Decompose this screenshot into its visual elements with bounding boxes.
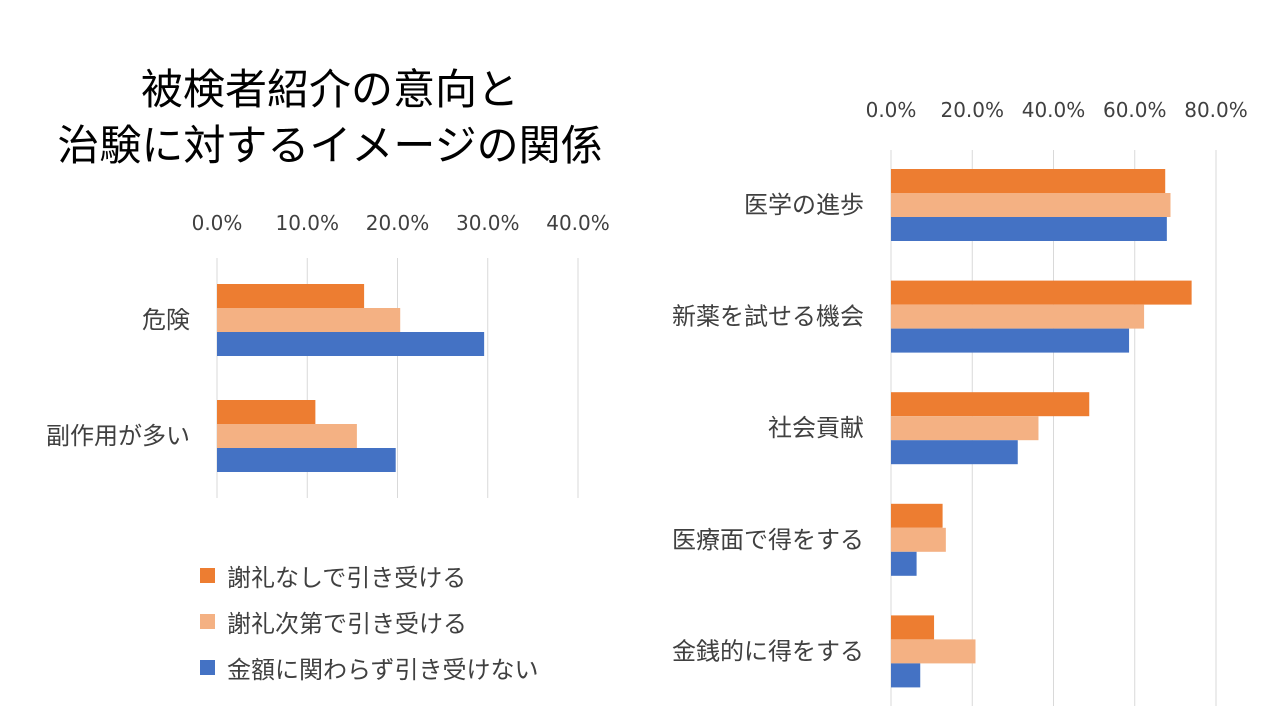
category-label: 医療面で得をする bbox=[672, 526, 864, 554]
bar bbox=[891, 663, 921, 688]
bar bbox=[891, 551, 917, 576]
bar bbox=[891, 503, 943, 528]
legend-label: 謝礼なしで引き受ける bbox=[227, 563, 467, 592]
category-label: 金銭的に得をする bbox=[672, 637, 864, 665]
bar bbox=[891, 392, 1090, 417]
bar bbox=[891, 328, 1130, 353]
legend-label: 金額に関わらず引き受けない bbox=[227, 655, 539, 684]
tick-label: 20.0% bbox=[366, 211, 430, 235]
legend: 謝礼なしで引き受ける 謝礼次第で引き受ける 金額に関わらず引き受けない bbox=[200, 552, 539, 690]
tick-label: 0.0% bbox=[866, 98, 917, 122]
bar bbox=[891, 639, 976, 664]
tick-label: 10.0% bbox=[275, 211, 339, 235]
legend-swatch-light-orange bbox=[200, 613, 215, 629]
bar bbox=[891, 304, 1145, 329]
bar bbox=[217, 424, 357, 448]
tick-label: 20.0% bbox=[940, 98, 1004, 122]
bar bbox=[891, 440, 1018, 465]
legend-item-thanks-none: 謝礼なしで引き受ける bbox=[200, 552, 539, 598]
category-label: 副作用が多い bbox=[46, 422, 190, 450]
bar bbox=[217, 448, 396, 472]
chart-title-line-2: 治験に対するイメージの関係 bbox=[57, 121, 603, 170]
bar bbox=[891, 416, 1039, 441]
tick-label: 40.0% bbox=[1022, 98, 1086, 122]
bar bbox=[891, 169, 1166, 193]
bar bbox=[891, 280, 1192, 305]
legend-item-refuse: 金額に関わらず引き受けない bbox=[200, 644, 539, 690]
bar bbox=[217, 284, 365, 308]
bar bbox=[217, 400, 316, 424]
legend-swatch-orange bbox=[200, 567, 215, 583]
tick-label: 0.0% bbox=[192, 211, 243, 235]
bar bbox=[217, 332, 485, 356]
bar bbox=[891, 615, 935, 640]
bar bbox=[891, 217, 1167, 241]
bar bbox=[891, 527, 946, 552]
category-label: 社会貢献 bbox=[768, 414, 864, 442]
category-label: 医学の進歩 bbox=[744, 191, 864, 219]
tick-label: 60.0% bbox=[1103, 98, 1167, 122]
legend-item-thanks-dependent: 謝礼次第で引き受ける bbox=[200, 598, 539, 644]
tick-label: 30.0% bbox=[456, 211, 520, 235]
tick-label: 40.0% bbox=[546, 211, 610, 235]
bar bbox=[891, 193, 1171, 217]
category-label: 新薬を試せる機会 bbox=[672, 303, 864, 331]
bar bbox=[217, 308, 401, 332]
chart-title-line-1: 被検者紹介の意向と bbox=[140, 65, 519, 114]
legend-label: 謝礼次第で引き受ける bbox=[227, 609, 467, 638]
category-label: 危険 bbox=[142, 306, 190, 334]
legend-swatch-blue bbox=[200, 659, 215, 675]
tick-label: 80.0% bbox=[1184, 98, 1248, 122]
